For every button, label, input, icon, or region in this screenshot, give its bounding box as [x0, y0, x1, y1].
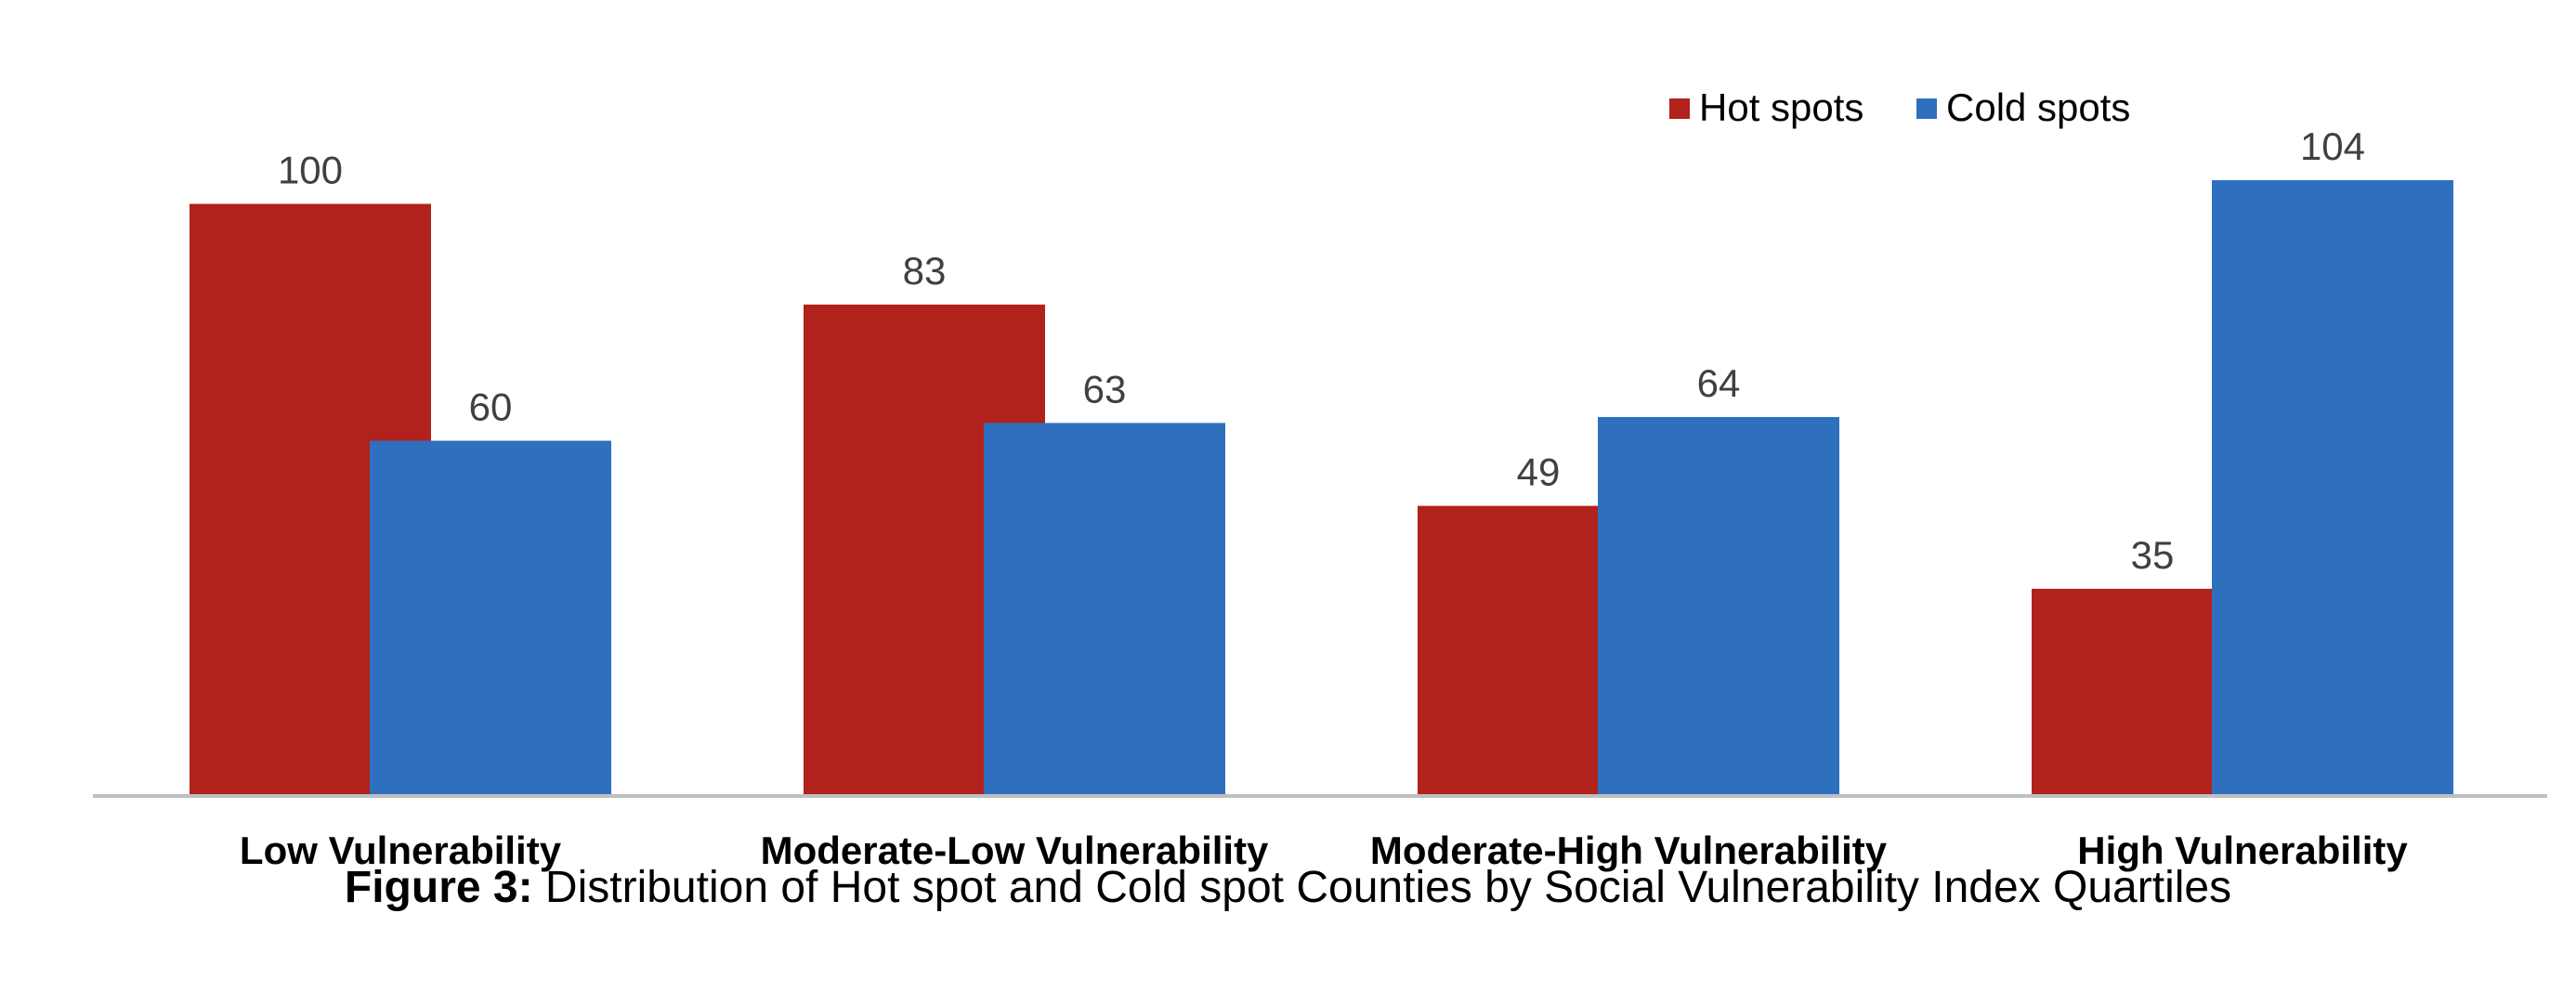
category-label-low-vulnerability: Low Vulnerability	[240, 829, 562, 872]
category-label-moderate-low-vulnerability: Moderate-Low Vulnerability	[761, 829, 1269, 872]
legend: Hot spots Cold spots	[1669, 85, 2130, 129]
caption-lead: Figure 3:	[344, 863, 533, 912]
data-label-cold-spots-moderate-low-vulnerability: 63	[1083, 367, 1127, 411]
legend-label-cold-spots: Cold spots	[1946, 85, 2130, 129]
category-label-high-vulnerability: High Vulnerability	[2077, 829, 2408, 872]
legend-swatch-hot-spots	[1669, 98, 1690, 119]
data-label-hot-spots-low-vulnerability: 100	[278, 149, 343, 192]
category-label-moderate-high-vulnerability: Moderate-High Vulnerability	[1370, 829, 1888, 872]
figure-caption: Figure 3: Distribution of Hot spot and C…	[0, 862, 2576, 913]
data-labels-layer: 100 60 83 63 49 64 35 104	[278, 124, 2365, 577]
legend-swatch-cold-spots	[1916, 98, 1937, 119]
caption-text: Distribution of Hot spot and Cold spot C…	[544, 863, 2232, 912]
data-label-hot-spots-high-vulnerability: 35	[2131, 533, 2175, 577]
bars-layer	[190, 180, 2453, 796]
data-label-cold-spots-moderate-high-vulnerability: 64	[1697, 361, 1741, 405]
data-label-cold-spots-high-vulnerability: 104	[2300, 124, 2365, 168]
bar-cold-spots-low-vulnerability	[370, 440, 611, 796]
legend-label-hot-spots: Hot spots	[1699, 85, 1863, 129]
data-label-hot-spots-moderate-high-vulnerability: 49	[1517, 450, 1561, 494]
bar-cold-spots-high-vulnerability	[2212, 180, 2453, 796]
category-labels-layer: Low Vulnerability Moderate-Low Vulnerabil…	[240, 829, 2408, 872]
bar-cold-spots-moderate-low-vulnerability	[984, 423, 1225, 796]
bar-cold-spots-moderate-high-vulnerability	[1598, 417, 1839, 796]
data-label-hot-spots-moderate-low-vulnerability: 83	[903, 249, 947, 293]
data-label-cold-spots-low-vulnerability: 60	[469, 385, 513, 429]
